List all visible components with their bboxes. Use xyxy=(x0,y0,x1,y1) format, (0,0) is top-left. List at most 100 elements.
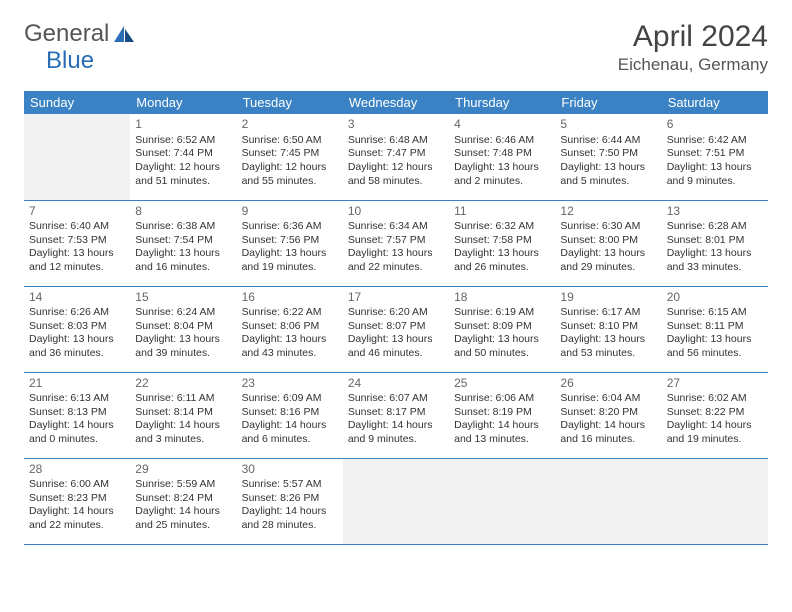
daylight-text: Daylight: 13 hours and 43 minutes. xyxy=(242,333,338,360)
sunrise-text: Sunrise: 6:07 AM xyxy=(348,392,444,406)
weekday-header-row: Sunday Monday Tuesday Wednesday Thursday… xyxy=(24,91,768,114)
sunset-text: Sunset: 7:44 PM xyxy=(135,147,231,161)
calendar-row: 1Sunrise: 6:52 AMSunset: 7:44 PMDaylight… xyxy=(24,114,768,200)
calendar-cell: 5Sunrise: 6:44 AMSunset: 7:50 PMDaylight… xyxy=(555,114,661,200)
sunrise-text: Sunrise: 6:20 AM xyxy=(348,306,444,320)
calendar-row: 21Sunrise: 6:13 AMSunset: 8:13 PMDayligh… xyxy=(24,372,768,458)
sunset-text: Sunset: 8:11 PM xyxy=(667,320,763,334)
calendar-cell: 4Sunrise: 6:46 AMSunset: 7:48 PMDaylight… xyxy=(449,114,555,200)
calendar-cell: 19Sunrise: 6:17 AMSunset: 8:10 PMDayligh… xyxy=(555,286,661,372)
calendar-cell: 21Sunrise: 6:13 AMSunset: 8:13 PMDayligh… xyxy=(24,372,130,458)
calendar-table: Sunday Monday Tuesday Wednesday Thursday… xyxy=(24,91,768,545)
daylight-text: Daylight: 14 hours and 16 minutes. xyxy=(560,419,656,446)
sunrise-text: Sunrise: 6:48 AM xyxy=(348,134,444,148)
sunrise-text: Sunrise: 6:34 AM xyxy=(348,220,444,234)
logo-text-general: General xyxy=(24,20,109,48)
calendar-cell: 10Sunrise: 6:34 AMSunset: 7:57 PMDayligh… xyxy=(343,200,449,286)
col-tuesday: Tuesday xyxy=(237,91,343,114)
calendar-cell: 8Sunrise: 6:38 AMSunset: 7:54 PMDaylight… xyxy=(130,200,236,286)
calendar-cell: 23Sunrise: 6:09 AMSunset: 8:16 PMDayligh… xyxy=(237,372,343,458)
col-monday: Monday xyxy=(130,91,236,114)
day-number: 29 xyxy=(135,462,231,478)
daylight-text: Daylight: 13 hours and 53 minutes. xyxy=(560,333,656,360)
daylight-text: Daylight: 13 hours and 16 minutes. xyxy=(135,247,231,274)
sunrise-text: Sunrise: 6:11 AM xyxy=(135,392,231,406)
calendar-cell: 24Sunrise: 6:07 AMSunset: 8:17 PMDayligh… xyxy=(343,372,449,458)
daylight-text: Daylight: 12 hours and 55 minutes. xyxy=(242,161,338,188)
daylight-text: Daylight: 14 hours and 9 minutes. xyxy=(348,419,444,446)
day-number: 6 xyxy=(667,117,763,133)
sunrise-text: Sunrise: 5:57 AM xyxy=(242,478,338,492)
sunrise-text: Sunrise: 6:28 AM xyxy=(667,220,763,234)
daylight-text: Daylight: 13 hours and 36 minutes. xyxy=(29,333,125,360)
calendar-cell xyxy=(24,114,130,200)
calendar-cell: 17Sunrise: 6:20 AMSunset: 8:07 PMDayligh… xyxy=(343,286,449,372)
sunrise-text: Sunrise: 6:42 AM xyxy=(667,134,763,148)
day-number: 24 xyxy=(348,376,444,392)
daylight-text: Daylight: 14 hours and 0 minutes. xyxy=(29,419,125,446)
calendar-cell: 29Sunrise: 5:59 AMSunset: 8:24 PMDayligh… xyxy=(130,458,236,544)
daylight-text: Daylight: 13 hours and 33 minutes. xyxy=(667,247,763,274)
sunrise-text: Sunrise: 6:04 AM xyxy=(560,392,656,406)
calendar-cell: 3Sunrise: 6:48 AMSunset: 7:47 PMDaylight… xyxy=(343,114,449,200)
sunset-text: Sunset: 8:00 PM xyxy=(560,234,656,248)
calendar-cell: 14Sunrise: 6:26 AMSunset: 8:03 PMDayligh… xyxy=(24,286,130,372)
sunrise-text: Sunrise: 6:15 AM xyxy=(667,306,763,320)
calendar-cell: 26Sunrise: 6:04 AMSunset: 8:20 PMDayligh… xyxy=(555,372,661,458)
day-number: 16 xyxy=(242,290,338,306)
daylight-text: Daylight: 13 hours and 2 minutes. xyxy=(454,161,550,188)
daylight-text: Daylight: 14 hours and 28 minutes. xyxy=(242,505,338,532)
sunset-text: Sunset: 7:47 PM xyxy=(348,147,444,161)
sunset-text: Sunset: 8:13 PM xyxy=(29,406,125,420)
sunrise-text: Sunrise: 6:40 AM xyxy=(29,220,125,234)
calendar-cell: 15Sunrise: 6:24 AMSunset: 8:04 PMDayligh… xyxy=(130,286,236,372)
daylight-text: Daylight: 13 hours and 5 minutes. xyxy=(560,161,656,188)
sunrise-text: Sunrise: 6:00 AM xyxy=(29,478,125,492)
calendar-cell: 18Sunrise: 6:19 AMSunset: 8:09 PMDayligh… xyxy=(449,286,555,372)
sunrise-text: Sunrise: 6:19 AM xyxy=(454,306,550,320)
daylight-text: Daylight: 14 hours and 19 minutes. xyxy=(667,419,763,446)
daylight-text: Daylight: 14 hours and 25 minutes. xyxy=(135,505,231,532)
daylight-text: Daylight: 13 hours and 39 minutes. xyxy=(135,333,231,360)
day-number: 21 xyxy=(29,376,125,392)
daylight-text: Daylight: 13 hours and 46 minutes. xyxy=(348,333,444,360)
sunrise-text: Sunrise: 6:50 AM xyxy=(242,134,338,148)
calendar-cell: 22Sunrise: 6:11 AMSunset: 8:14 PMDayligh… xyxy=(130,372,236,458)
day-number: 15 xyxy=(135,290,231,306)
calendar-cell: 12Sunrise: 6:30 AMSunset: 8:00 PMDayligh… xyxy=(555,200,661,286)
calendar-cell: 6Sunrise: 6:42 AMSunset: 7:51 PMDaylight… xyxy=(662,114,768,200)
sunset-text: Sunset: 8:01 PM xyxy=(667,234,763,248)
logo-text-blue: Blue xyxy=(46,47,94,74)
calendar-cell: 1Sunrise: 6:52 AMSunset: 7:44 PMDaylight… xyxy=(130,114,236,200)
sunset-text: Sunset: 8:10 PM xyxy=(560,320,656,334)
daylight-text: Daylight: 12 hours and 58 minutes. xyxy=(348,161,444,188)
day-number: 10 xyxy=(348,204,444,220)
calendar-cell: 9Sunrise: 6:36 AMSunset: 7:56 PMDaylight… xyxy=(237,200,343,286)
sunset-text: Sunset: 7:50 PM xyxy=(560,147,656,161)
sunset-text: Sunset: 8:23 PM xyxy=(29,492,125,506)
day-number: 23 xyxy=(242,376,338,392)
sunset-text: Sunset: 8:20 PM xyxy=(560,406,656,420)
calendar-body: 1Sunrise: 6:52 AMSunset: 7:44 PMDaylight… xyxy=(24,114,768,544)
calendar-cell: 7Sunrise: 6:40 AMSunset: 7:53 PMDaylight… xyxy=(24,200,130,286)
sunrise-text: Sunrise: 6:06 AM xyxy=(454,392,550,406)
daylight-text: Daylight: 13 hours and 9 minutes. xyxy=(667,161,763,188)
sunrise-text: Sunrise: 6:32 AM xyxy=(454,220,550,234)
sunset-text: Sunset: 8:19 PM xyxy=(454,406,550,420)
day-number: 7 xyxy=(29,204,125,220)
day-number: 22 xyxy=(135,376,231,392)
sunset-text: Sunset: 7:45 PM xyxy=(242,147,338,161)
day-number: 20 xyxy=(667,290,763,306)
calendar-cell: 28Sunrise: 6:00 AMSunset: 8:23 PMDayligh… xyxy=(24,458,130,544)
daylight-text: Daylight: 13 hours and 29 minutes. xyxy=(560,247,656,274)
day-number: 30 xyxy=(242,462,338,478)
daylight-text: Daylight: 13 hours and 12 minutes. xyxy=(29,247,125,274)
sunrise-text: Sunrise: 6:17 AM xyxy=(560,306,656,320)
day-number: 4 xyxy=(454,117,550,133)
calendar-cell xyxy=(555,458,661,544)
calendar-cell: 20Sunrise: 6:15 AMSunset: 8:11 PMDayligh… xyxy=(662,286,768,372)
sunset-text: Sunset: 8:24 PM xyxy=(135,492,231,506)
sunrise-text: Sunrise: 6:44 AM xyxy=(560,134,656,148)
day-number: 9 xyxy=(242,204,338,220)
day-number: 11 xyxy=(454,204,550,220)
